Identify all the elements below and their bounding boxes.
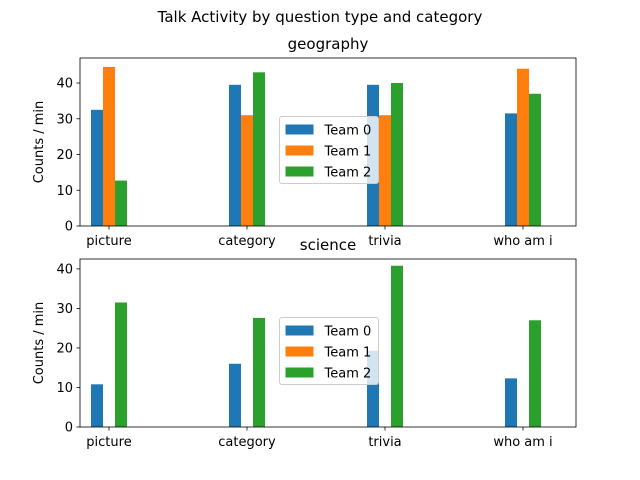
y-tick-label: 0: [65, 421, 73, 436]
legend-label-team-0: Team 0: [324, 325, 372, 340]
legend: Team 0 Team 1 Team 2: [279, 317, 379, 385]
bar-team-2-category: [253, 72, 265, 226]
x-tick-label: category: [218, 435, 276, 450]
axes-frame: [79, 258, 577, 428]
y-tick-label: 30: [56, 112, 73, 127]
y-axis-label: Counts / min: [32, 302, 47, 385]
legend-swatch-team-1: [285, 346, 314, 357]
bar-team-0-who-am-i: [505, 378, 517, 427]
chart-title: geography: [288, 35, 369, 53]
bar-team-1-who-am-i: [517, 68, 529, 226]
y-tick-label: 20: [56, 341, 73, 356]
bar-team-2-picture: [115, 302, 127, 427]
x-tick-label: who am i: [493, 234, 552, 249]
y-tick-label: 30: [56, 302, 73, 317]
y-tick-label: 0: [65, 220, 73, 235]
x-tick-label: category: [218, 234, 276, 249]
legend-swatch-team-1: [285, 145, 314, 156]
x-tick-label: picture: [86, 234, 131, 249]
bar-team-0-picture: [91, 384, 103, 427]
legend: Team 0 Team 1 Team 2: [279, 116, 379, 184]
bar-team-2-category: [253, 317, 265, 427]
bar-team-1-category: [241, 115, 253, 226]
bar-team-2-trivia: [391, 83, 403, 227]
legend-swatch-team-0: [285, 124, 314, 135]
chart-title: science: [300, 236, 356, 254]
x-tick-label: who am i: [493, 435, 552, 450]
bar-team-2-who-am-i: [529, 320, 541, 427]
legend-label-team-2: Team 2: [324, 166, 372, 181]
y-tick-label: 10: [56, 381, 73, 396]
legend-swatch-team-2: [285, 367, 314, 378]
legend-label-team-0: Team 0: [324, 124, 372, 139]
bar-team-0-category: [229, 363, 241, 427]
figure-suptitle: Talk Activity by question type and categ…: [157, 8, 483, 26]
y-tick-label: 10: [56, 184, 73, 199]
bar-team-2-picture: [115, 180, 127, 226]
y-tick-label: 20: [56, 148, 73, 163]
x-tick-label: trivia: [368, 435, 401, 450]
legend-swatch-team-2: [285, 166, 314, 177]
bar-team-2-trivia: [391, 265, 403, 427]
science-panel: science 0 10 20 30 40 picture category trivia who…: [32, 236, 577, 450]
bar-team-1-trivia: [379, 115, 391, 226]
x-tick-label: trivia: [368, 234, 401, 249]
bar-team-1-picture: [103, 66, 115, 226]
legend-label-team-2: Team 2: [324, 367, 372, 382]
y-tick-label: 40: [56, 262, 73, 277]
legend-label-team-1: Team 1: [324, 346, 372, 361]
bar-team-0-who-am-i: [505, 113, 517, 226]
x-tick-label: picture: [86, 435, 131, 450]
geography-panel: geography 0 10 20 30 40 picture category trivia w…: [32, 35, 577, 249]
bar-team-0-category: [229, 84, 241, 226]
y-tick-label: 40: [56, 77, 73, 92]
legend-label-team-1: Team 1: [324, 145, 372, 160]
bar-team-0-picture: [91, 109, 103, 226]
legend-swatch-team-0: [285, 325, 314, 336]
bar-team-2-who-am-i: [529, 93, 541, 227]
y-axis-label: Counts / min: [32, 101, 47, 184]
axes-frame: [79, 57, 577, 227]
